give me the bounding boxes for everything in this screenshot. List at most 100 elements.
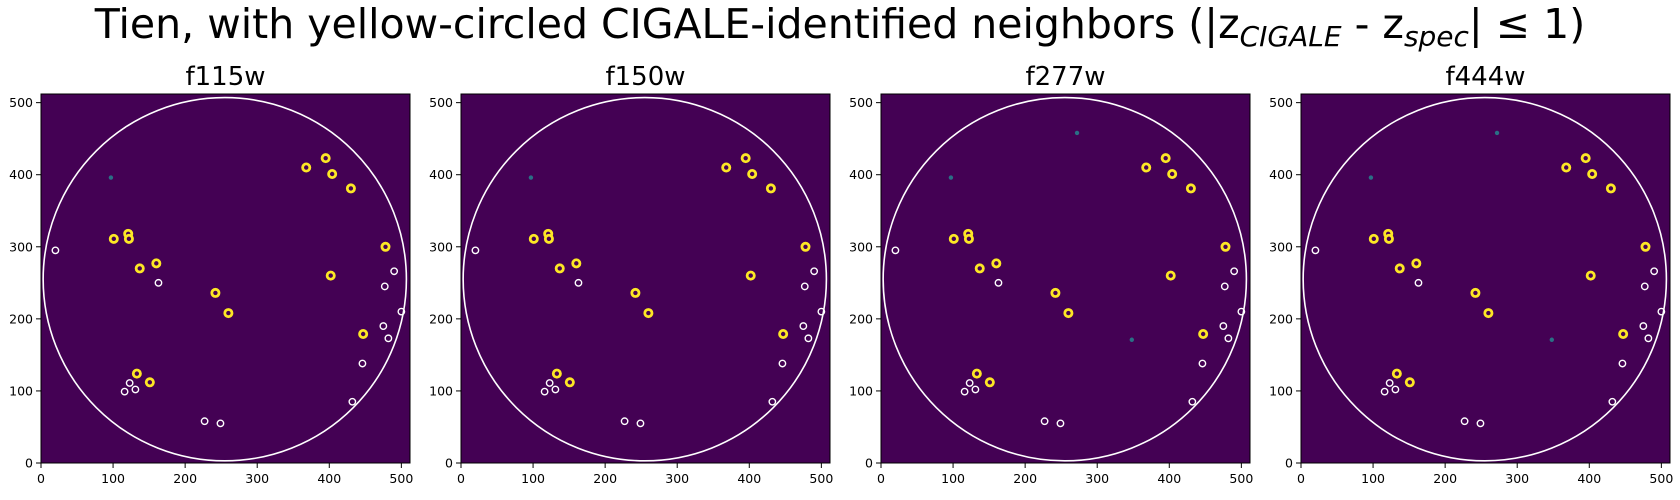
- cigale-neighbor-marker: [301, 162, 312, 173]
- neighbor-marker: [1650, 267, 1659, 276]
- neighbor-marker: [545, 379, 554, 387]
- x-tick-label: 0: [37, 471, 45, 486]
- x-tick-label: 400: [317, 471, 341, 486]
- neighbor-marker: [390, 267, 399, 276]
- source-blip: [1074, 130, 1080, 136]
- cigale-neighbor-marker: [1383, 233, 1394, 244]
- neighbor-marker: [1460, 417, 1469, 426]
- cigale-neighbor-marker: [1141, 162, 1152, 173]
- y-tick-label: 200: [849, 311, 873, 326]
- panel-f115w: 0 100 200 300 400 500 0 100 200 300 400 500 f115w: [9, 62, 413, 486]
- cigale-neighbor-marker: [327, 168, 338, 179]
- y-tick-label: 200: [9, 311, 33, 326]
- cigale-neighbor-marker: [1165, 270, 1176, 281]
- neighbor-marker: [1224, 334, 1233, 343]
- source-blip: [108, 175, 114, 180]
- search-radius-circle: [1302, 96, 1668, 462]
- x-tick-label: 100: [521, 471, 545, 486]
- neighbor-marker: [778, 359, 787, 368]
- axes-frame: [1300, 93, 1671, 464]
- cigale-neighbor-marker: [1618, 328, 1629, 339]
- neighbor-marker: [471, 246, 480, 255]
- neighbor-marker: [1311, 246, 1320, 255]
- y-tick-label: 0: [25, 456, 33, 471]
- neighbor-marker: [620, 417, 629, 426]
- cigale-neighbor-marker: [325, 270, 336, 281]
- neighbor-marker: [799, 322, 808, 330]
- neighbor-marker: [125, 379, 134, 387]
- source-blip: [948, 175, 954, 180]
- cigale-neighbor-marker: [108, 233, 119, 244]
- neighbor-marker: [1198, 359, 1207, 368]
- cigale-neighbor-marker: [778, 328, 789, 339]
- neighbor-marker: [216, 419, 225, 428]
- y-tick-label: 300: [849, 239, 873, 254]
- neighbor-marker: [574, 278, 583, 287]
- neighbor-marker: [1040, 417, 1049, 426]
- neighbor-marker: [380, 282, 389, 291]
- x-tick-label: 500: [1649, 471, 1673, 486]
- neighbor-marker: [960, 387, 969, 396]
- cigale-neighbor-marker: [123, 233, 134, 244]
- neighbor-marker: [1380, 387, 1389, 396]
- cigale-neighbor-marker: [740, 153, 751, 164]
- cigale-neighbor-marker: [564, 377, 575, 388]
- x-tick-label: 200: [1433, 471, 1457, 486]
- cigale-neighbor-marker: [1368, 233, 1379, 244]
- x-tick-label: 300: [1085, 471, 1109, 486]
- x-tick-label: 400: [1577, 471, 1601, 486]
- cigale-neighbor-marker: [1483, 308, 1494, 319]
- neighbor-marker: [817, 307, 826, 316]
- cigale-neighbor-marker: [131, 368, 142, 379]
- cigale-neighbor-marker: [345, 183, 356, 194]
- cigale-neighbor-marker: [643, 308, 654, 319]
- axes-frame: [880, 93, 1251, 464]
- cigale-neighbor-marker: [1063, 308, 1074, 319]
- cigale-neighbor-marker: [151, 258, 162, 269]
- axes-frame: [460, 93, 831, 464]
- cigale-neighbor-marker: [528, 233, 539, 244]
- panel-f150w: 0 100 200 300 400 500 0 100 200 300 400 500 f150w: [429, 62, 833, 486]
- x-tick-label: 0: [877, 471, 885, 486]
- x-tick-label: 500: [389, 471, 413, 486]
- neighbor-marker: [1385, 379, 1394, 387]
- panel-title: f150w: [605, 62, 685, 92]
- neighbor-marker: [1220, 282, 1229, 291]
- cigale-neighbor-marker: [551, 368, 562, 379]
- cigale-neighbor-marker: [747, 168, 758, 179]
- neighbor-marker: [1237, 307, 1246, 316]
- cigale-neighbor-marker: [1160, 153, 1171, 164]
- x-tick-label: 100: [941, 471, 965, 486]
- neighbor-marker: [384, 334, 393, 343]
- neighbor-marker: [1618, 359, 1627, 368]
- x-tick-label: 0: [1297, 471, 1305, 486]
- x-tick-label: 100: [1361, 471, 1385, 486]
- y-tick-label: 400: [849, 167, 873, 182]
- cigale-neighbor-marker: [1640, 241, 1651, 252]
- panel-title: f277w: [1025, 62, 1105, 92]
- cigale-neighbor-marker: [543, 233, 554, 244]
- y-tick-label: 100: [849, 383, 873, 398]
- neighbor-marker: [1639, 322, 1648, 330]
- neighbor-marker: [768, 397, 777, 406]
- cigale-neighbor-marker: [963, 233, 974, 244]
- source-blip: [1129, 337, 1135, 342]
- cigale-neighbor-marker: [948, 233, 959, 244]
- cigale-neighbor-marker: [1050, 287, 1061, 298]
- y-tick-label: 400: [1269, 167, 1293, 182]
- neighbor-marker: [1391, 385, 1400, 394]
- figure-title: Tien, with yellow-circled CIGALE-identif…: [0, 0, 1680, 61]
- neighbor-marker: [1414, 278, 1423, 287]
- cigale-neighbor-marker: [358, 328, 369, 339]
- x-tick-label: 300: [1505, 471, 1529, 486]
- plot-area: [1302, 96, 1668, 462]
- neighbor-marker: [891, 246, 900, 255]
- cigale-neighbor-marker: [984, 377, 995, 388]
- neighbor-marker: [1230, 267, 1239, 276]
- cigale-neighbor-marker: [1394, 263, 1405, 274]
- neighbor-marker: [994, 278, 1003, 287]
- source-blip: [528, 175, 534, 180]
- plot-area: [42, 96, 408, 462]
- neighbor-marker: [1608, 397, 1617, 406]
- neighbor-marker: [965, 379, 974, 387]
